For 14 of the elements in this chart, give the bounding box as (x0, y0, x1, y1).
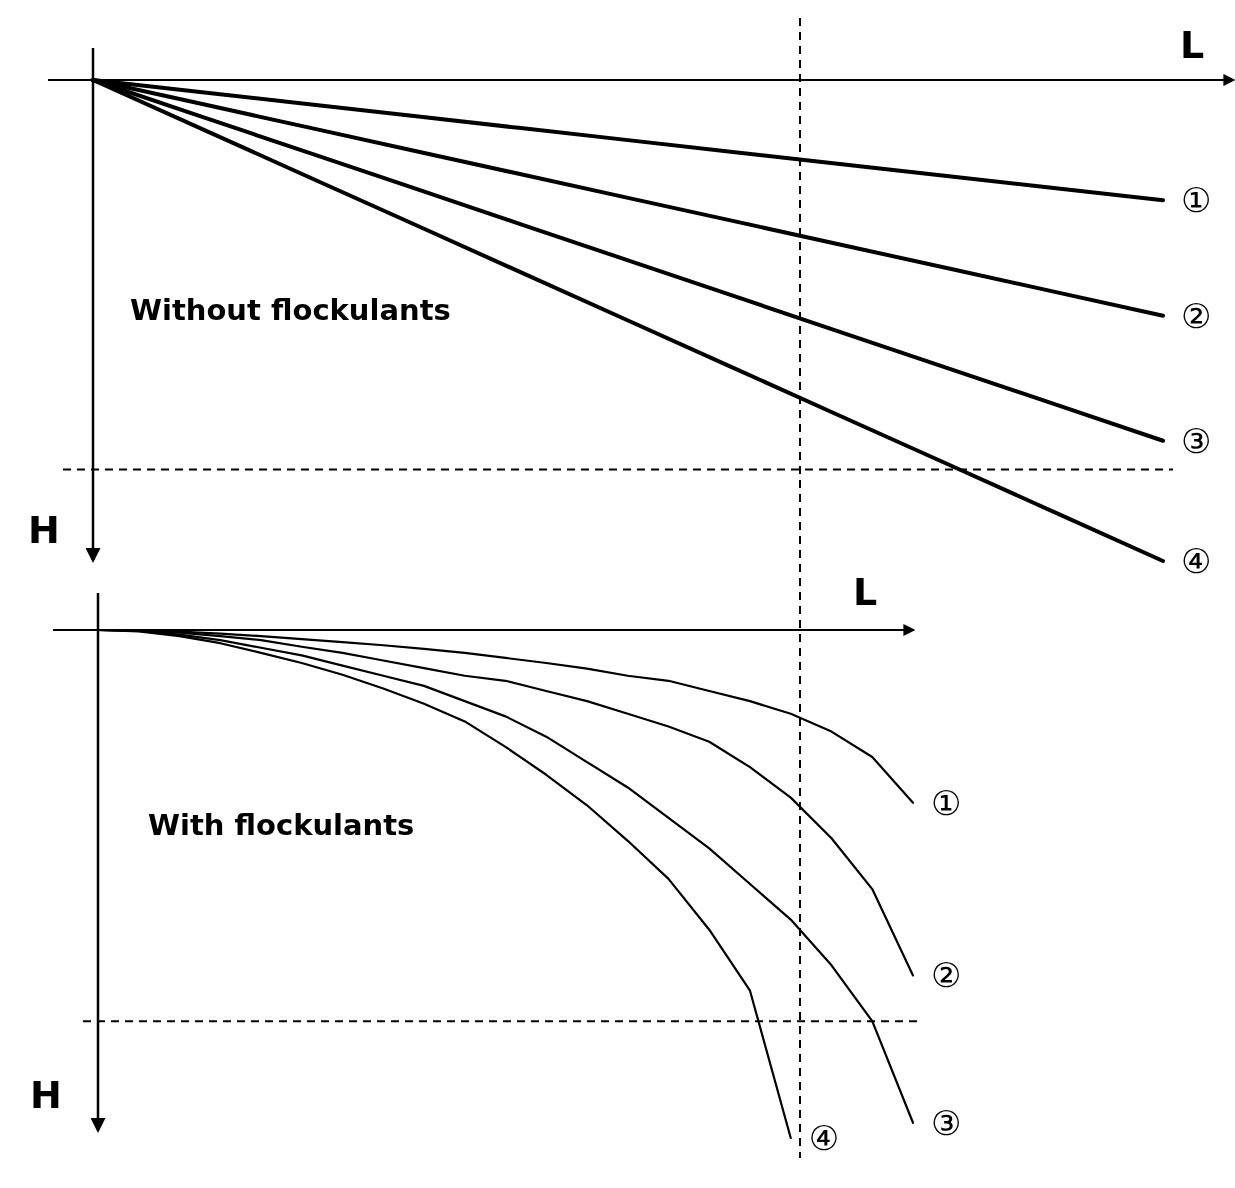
series-label: ② (1181, 295, 1212, 336)
y-axis-title: H (28, 508, 60, 552)
series-label: ② (931, 955, 962, 996)
series-label: ① (931, 782, 962, 823)
annotation: Without flockulants (130, 293, 451, 327)
x-axis-title: L (1180, 23, 1205, 67)
x-axis-title: L (853, 570, 878, 614)
series-label: ③ (931, 1102, 962, 1143)
annotation: With flockulants (148, 808, 415, 842)
series-label: ④ (808, 1118, 840, 1158)
series-label: ④ (1181, 541, 1212, 581)
series-label: ① (1181, 180, 1212, 221)
series-label: ③ (1181, 420, 1212, 461)
y-axis-title: H (30, 1073, 62, 1117)
